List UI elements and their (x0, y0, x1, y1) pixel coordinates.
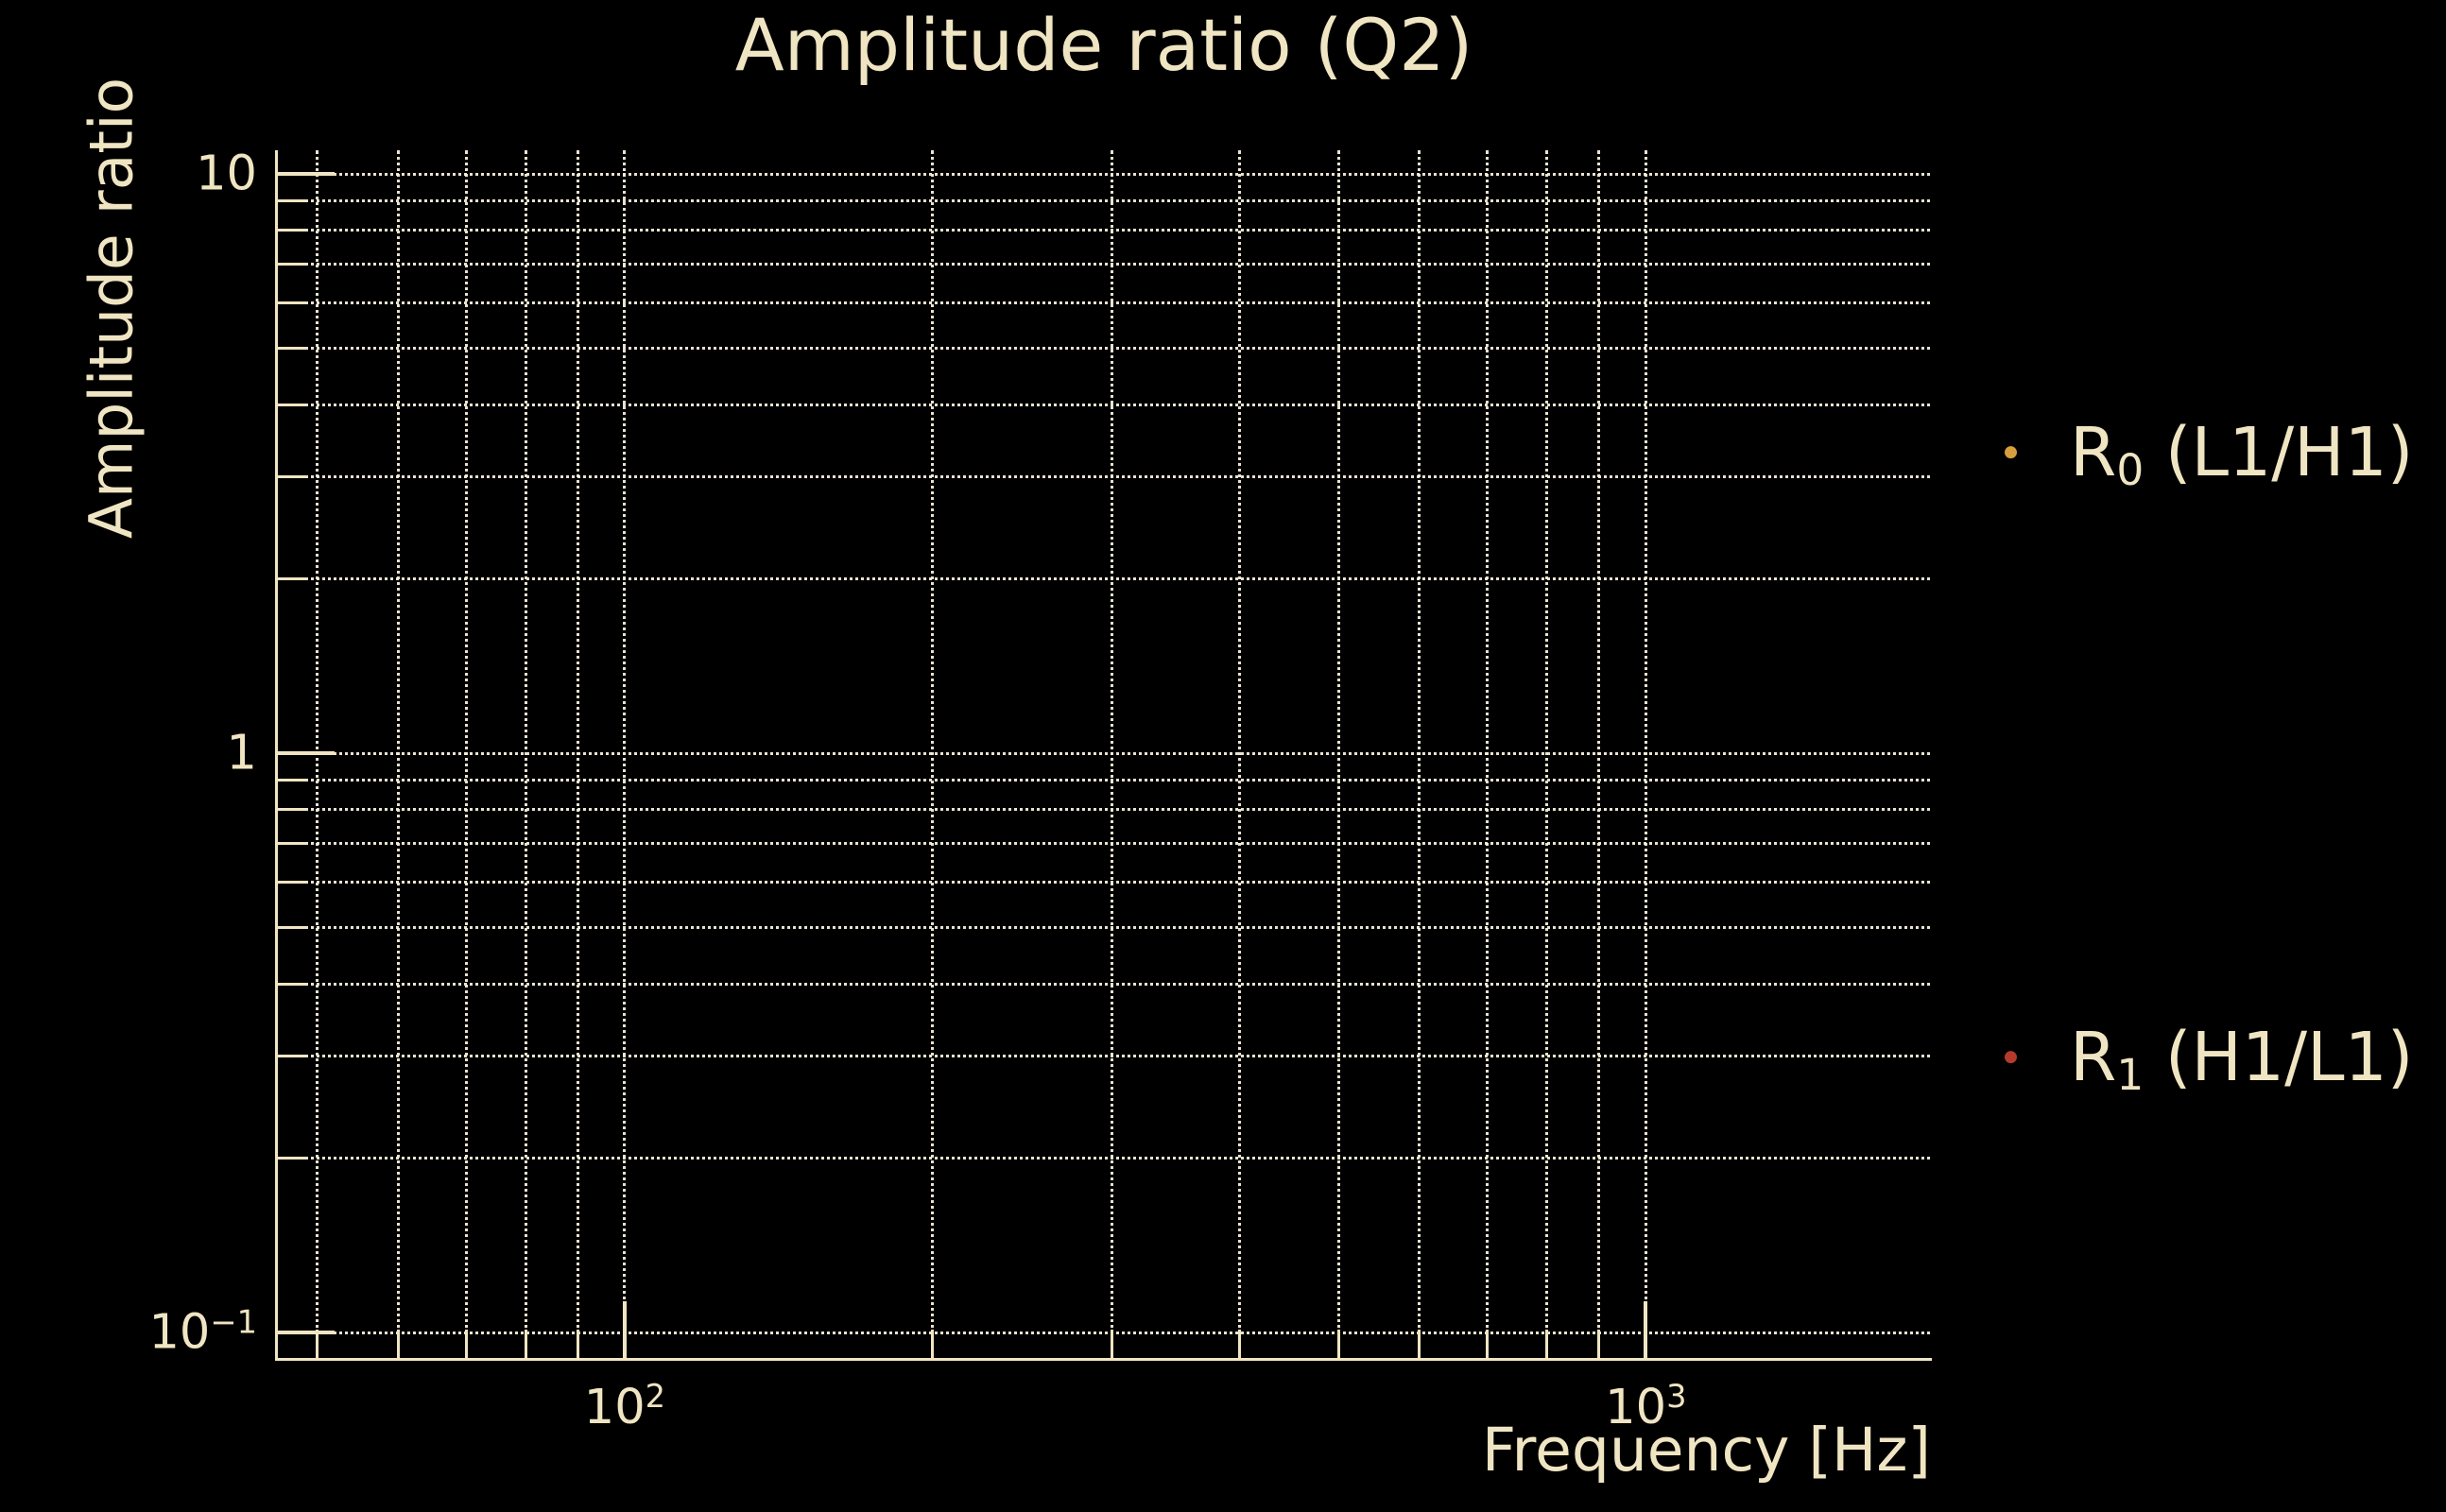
legend-label-r0: R0 (L1/H1) (2070, 413, 2414, 496)
y-tick-1 (278, 751, 335, 756)
gridline-y-3 (278, 475, 1930, 479)
gridline-y-2 (278, 577, 1930, 581)
y-tick-0.1 (278, 1331, 335, 1335)
x-tick-800 (1545, 1330, 1549, 1358)
gridline-y-0.4 (278, 982, 1930, 986)
x-axis-label: Frequency [Hz] (1481, 1416, 1931, 1485)
gridline-y-7 (278, 262, 1930, 266)
y-tick-0.7 (278, 841, 306, 845)
gridline-y-10 (278, 172, 1930, 176)
y-tick-label-0.1: 10−1 (148, 1303, 257, 1361)
x-tick-400 (1237, 1330, 1241, 1358)
y-tick-3 (278, 475, 306, 479)
x-tick-500 (1336, 1330, 1340, 1358)
gridline-y-0.9 (278, 778, 1930, 782)
x-tick-70 (465, 1330, 469, 1358)
gridline-y-4 (278, 403, 1930, 406)
gridline-y-0.2 (278, 1157, 1930, 1160)
gridline-y-5 (278, 347, 1930, 351)
y-tick-5 (278, 347, 306, 351)
gridline-y-0.5 (278, 926, 1930, 930)
gridline-y-0.1 (278, 1331, 1930, 1334)
legend-label-r1: R1 (H1/L1) (2070, 1018, 2414, 1101)
gridline-y-0.3 (278, 1055, 1930, 1058)
y-tick-0.2 (278, 1157, 306, 1160)
x-tick-900 (1597, 1330, 1601, 1358)
y-tick-0.5 (278, 926, 306, 930)
gridline-y-0.8 (278, 808, 1930, 812)
x-tick-90 (577, 1330, 579, 1358)
x-tick-50 (316, 1330, 319, 1358)
legend-entry-r0: R0 (L1/H1) (2005, 413, 2414, 496)
gridline-y-6 (278, 301, 1930, 304)
y-tick-7 (278, 262, 306, 266)
y-tick-2 (278, 577, 306, 581)
gridline-y-9 (278, 198, 1930, 202)
x-tick-300 (1110, 1330, 1113, 1358)
gridline-y-8 (278, 229, 1930, 232)
x-tick-label-100: 102 (583, 1378, 666, 1435)
x-tick-1000 (1644, 1301, 1648, 1358)
legend-entry-r1: R1 (H1/L1) (2005, 1018, 2414, 1101)
y-tick-label-10: 10 (196, 146, 257, 202)
gridline-y-0.6 (278, 880, 1930, 884)
x-tick-label-1000: 103 (1605, 1378, 1687, 1435)
y-tick-10 (278, 172, 335, 177)
chart-title: Amplitude ratio (Q2) (734, 3, 1473, 87)
gridline-y-1 (278, 751, 1930, 755)
y-tick-6 (278, 301, 306, 304)
y-tick-0.9 (278, 778, 306, 782)
series0-marker-icon (2005, 446, 2017, 459)
x-tick-600 (1418, 1330, 1421, 1358)
y-tick-9 (278, 198, 306, 202)
x-tick-80 (524, 1330, 527, 1358)
y-tick-8 (278, 229, 306, 232)
y-tick-0.6 (278, 880, 306, 884)
y-axis-label: Amplitude ratio (77, 77, 146, 540)
y-tick-4 (278, 403, 306, 406)
x-tick-60 (396, 1330, 400, 1358)
y-tick-0.3 (278, 1055, 306, 1058)
y-tick-0.4 (278, 982, 306, 986)
x-tick-200 (930, 1330, 934, 1358)
plot-area (275, 150, 1932, 1361)
y-tick-label-1: 1 (226, 725, 257, 782)
series1-marker-icon (2005, 1051, 2017, 1064)
x-tick-700 (1486, 1330, 1490, 1358)
gridline-y-0.7 (278, 841, 1930, 845)
x-tick-100 (622, 1301, 627, 1358)
y-tick-0.8 (278, 808, 306, 812)
